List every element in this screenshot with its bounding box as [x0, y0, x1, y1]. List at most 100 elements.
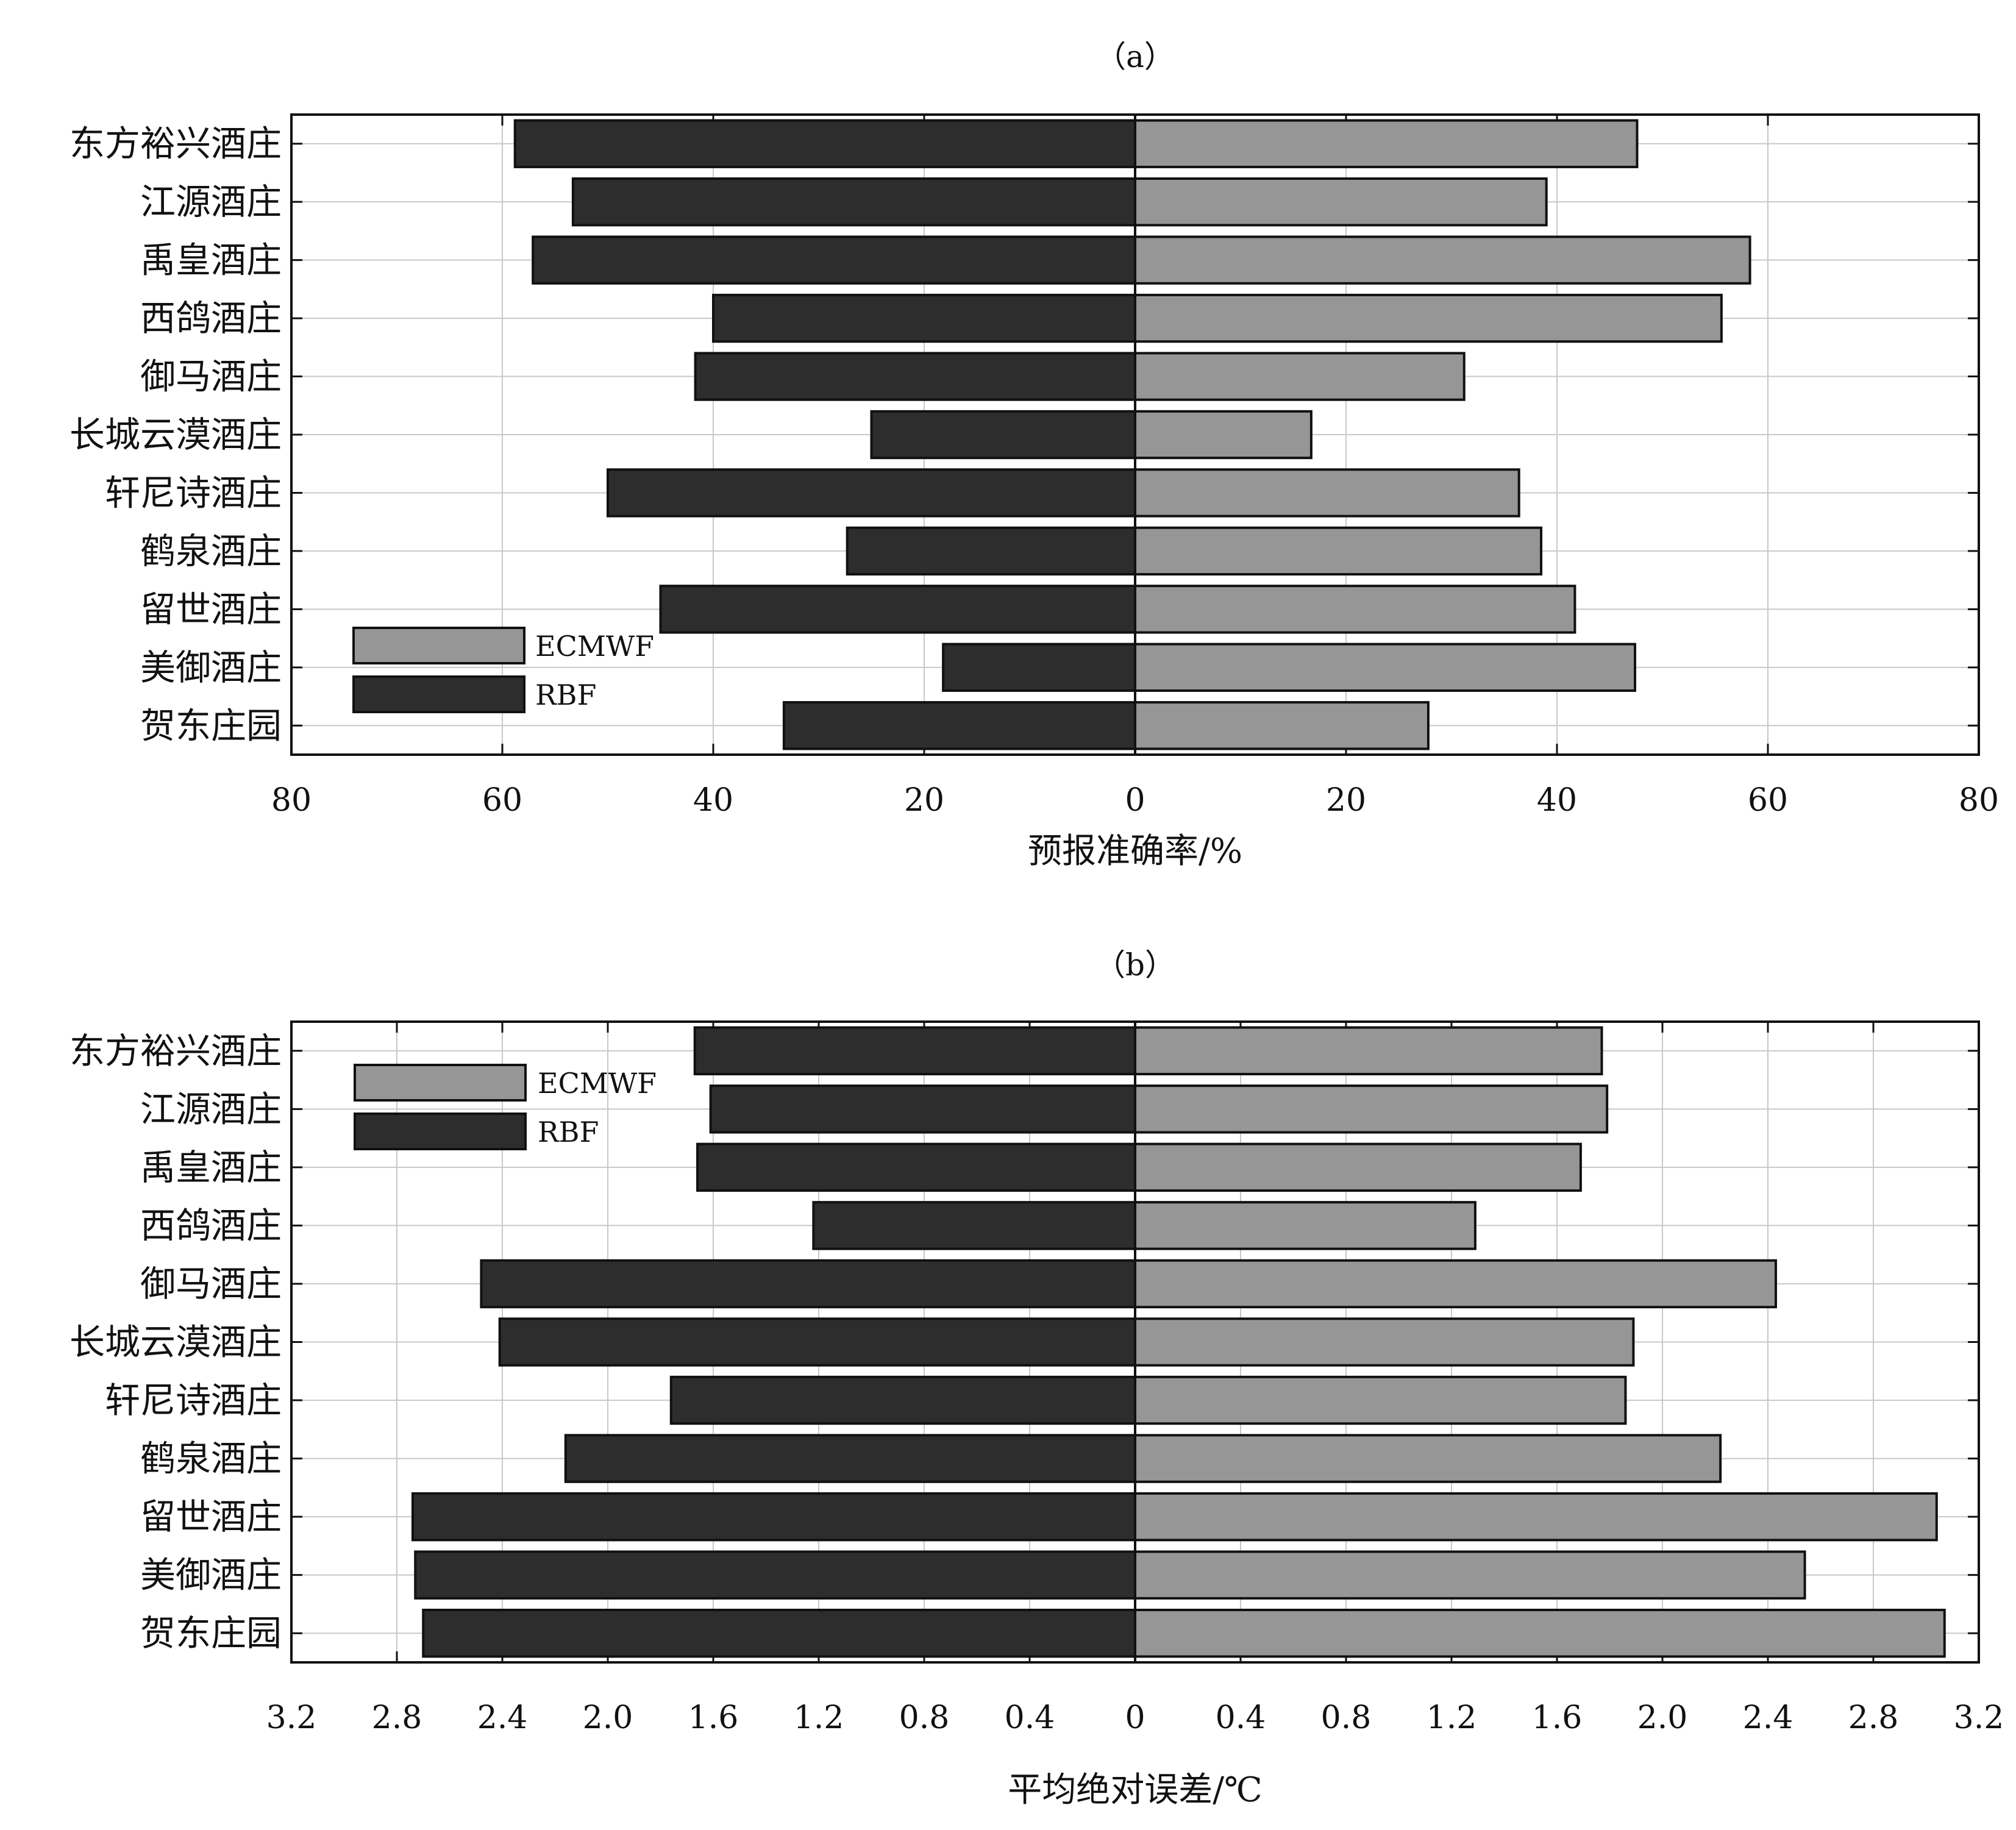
bar-rbf	[782, 701, 1137, 750]
bar-ecmwf	[1134, 468, 1520, 518]
legend-swatch-rbf	[352, 675, 525, 713]
bar-ecmwf	[1134, 1434, 1722, 1483]
plot-frame	[290, 1020, 1980, 1664]
category-label: 鹤泉酒庄	[140, 1438, 282, 1479]
x-tick-label: 2.0	[583, 1700, 633, 1736]
bar-rbf	[513, 119, 1136, 168]
chart-panel-b: （b） 3.2 2.8 2.4 2.0 1.6 1.2 0.8 0.4 0 0.4 0.8 1.2 1.6…	[69, 947, 2004, 1810]
bar-rbf	[414, 1550, 1136, 1600]
bar-ecmwf	[1134, 1609, 1946, 1658]
bar-ecmwf	[1134, 1317, 1635, 1367]
category-label: 贺东庄园	[140, 705, 282, 746]
x-axis-label: 预报准确率/%	[1028, 831, 1242, 871]
x-tick-label: 2.4	[477, 1700, 528, 1736]
x-tick-label: 0	[1125, 782, 1145, 819]
chart-panel-a: （a） 80 60 40 20 0 20 40 60 80 东方裕兴酒庄江源酒庄禹皇酒庄西鸽酒庄御马…	[69, 39, 1999, 871]
category-label: 禹皇酒庄	[140, 240, 282, 281]
x-tick-label: 0.4	[1216, 1700, 1266, 1736]
category-label: 东方裕兴酒庄	[69, 1030, 282, 1072]
legend: ECMWF RBF	[352, 627, 654, 713]
x-tick-label: 2.0	[1637, 1700, 1688, 1736]
x-tick-label: 3.2	[1954, 1700, 2004, 1736]
bar-rbf	[942, 643, 1136, 692]
x-tick-label: 2.8	[372, 1700, 422, 1736]
bar-ecmwf	[1134, 643, 1637, 692]
x-tick-label: 20	[904, 782, 944, 819]
x-tick-label: 80	[271, 782, 312, 819]
bar-rbf	[607, 468, 1136, 518]
x-tick-label: 2.8	[1848, 1700, 1899, 1736]
x-tick-label: 40	[1537, 782, 1577, 819]
bar-ecmwf	[1134, 1201, 1476, 1250]
bar-ecmwf	[1134, 1492, 1938, 1542]
x-tick-label: 60	[482, 782, 522, 819]
x-tick-label: 3.2	[266, 1700, 317, 1736]
bar-rbf	[870, 410, 1136, 460]
bar-ecmwf	[1134, 119, 1639, 168]
category-label: 美御酒庄	[140, 647, 282, 688]
category-label: 鹤泉酒庄	[140, 530, 282, 572]
category-label: 贺东庄园	[140, 1612, 282, 1654]
bar-rbf	[694, 352, 1136, 401]
bar-rbf	[532, 235, 1136, 285]
bar-ecmwf	[1134, 1550, 1806, 1600]
x-tick-label: 60	[1748, 782, 1788, 819]
category-label: 留世酒庄	[140, 588, 282, 630]
x-tick-label: 1.6	[1532, 1700, 1583, 1736]
bar-ecmwf	[1134, 1084, 1609, 1134]
x-tick-label: 1.2	[1427, 1700, 1477, 1736]
bar-ecmwf	[1134, 585, 1576, 634]
x-tick-label: 1.2	[794, 1700, 844, 1736]
x-tick-label: 0.8	[899, 1700, 950, 1736]
category-label: 西鸽酒庄	[140, 297, 282, 339]
category-label: 江源酒庄	[140, 181, 282, 223]
x-tick-label: 0.8	[1321, 1700, 1372, 1736]
bar-rbf	[571, 177, 1136, 227]
category-label: 留世酒庄	[140, 1496, 282, 1537]
x-tick-label: 40	[693, 782, 733, 819]
bar-rbf	[693, 1026, 1136, 1075]
legend-label-rbf: RBF	[535, 678, 596, 711]
bar-rbf	[564, 1434, 1136, 1483]
bar-ecmwf	[1134, 410, 1313, 460]
x-axis-label: 平均绝对误差/℃	[1008, 1770, 1263, 1810]
bar-rbf	[846, 526, 1136, 576]
category-label: 江源酒庄	[140, 1088, 282, 1130]
bar-rbf	[480, 1259, 1136, 1309]
bar-ecmwf	[1134, 293, 1723, 343]
bar-rbf	[696, 1142, 1137, 1192]
legend-swatch-rbf	[354, 1113, 527, 1150]
legend-label-rbf: RBF	[538, 1116, 599, 1148]
bar-rbf	[411, 1492, 1137, 1542]
legend: ECMWF RBF	[354, 1064, 657, 1150]
bar-ecmwf	[1134, 1375, 1627, 1425]
panel-title: （a）	[1095, 39, 1175, 74]
bar-ecmwf	[1134, 1142, 1582, 1192]
legend-swatch-ecmwf	[352, 627, 525, 664]
category-label: 御马酒庄	[140, 1263, 282, 1305]
plot-frame	[290, 113, 1980, 756]
panel-title: （b）	[1095, 947, 1175, 983]
category-label: 长城云漠酒庄	[69, 1322, 282, 1363]
bar-rbf	[498, 1317, 1136, 1367]
bar-ecmwf	[1134, 701, 1430, 750]
legend-label-ecmwf: ECMWF	[538, 1067, 657, 1100]
x-tick-label: 1.6	[688, 1700, 739, 1736]
bar-ecmwf	[1134, 1259, 1777, 1309]
legend-swatch-ecmwf	[354, 1064, 527, 1102]
category-label: 轩尼诗酒庄	[105, 472, 282, 513]
bar-ecmwf	[1134, 235, 1751, 285]
category-label: 长城云漠酒庄	[69, 414, 282, 455]
bar-ecmwf	[1134, 526, 1543, 576]
category-label: 东方裕兴酒庄	[69, 123, 282, 165]
bar-rbf	[712, 293, 1136, 343]
bar-rbf	[669, 1375, 1137, 1425]
x-tick-label: 0.4	[1005, 1700, 1055, 1736]
x-tick-label: 2.4	[1743, 1700, 1793, 1736]
bar-ecmwf	[1134, 352, 1466, 401]
legend-label-ecmwf: ECMWF	[535, 630, 654, 663]
bar-rbf	[709, 1084, 1137, 1134]
category-label: 西鸽酒庄	[140, 1205, 282, 1246]
category-label: 美御酒庄	[140, 1554, 282, 1596]
